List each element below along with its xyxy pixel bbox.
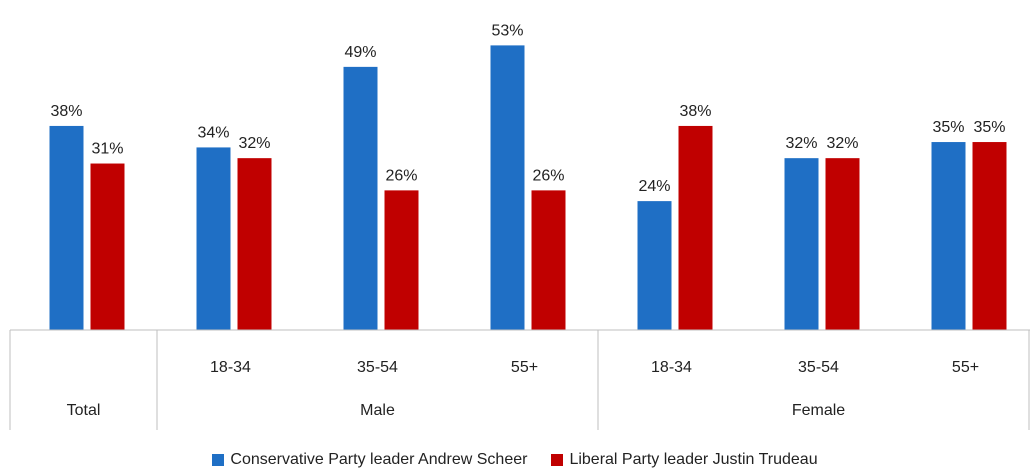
bar-liberal-7 xyxy=(972,142,1007,330)
bar-liberal-5 xyxy=(678,125,713,330)
bar-conservative-3 xyxy=(343,66,378,331)
bar-conservative-7 xyxy=(931,142,966,330)
bar-liberal-1 xyxy=(90,163,125,330)
value-label-conservative-1: 38% xyxy=(50,103,82,120)
group-label-male: Male xyxy=(360,402,395,419)
value-label-conservative-6: 32% xyxy=(785,135,817,152)
bars-layer xyxy=(49,45,1007,331)
tick-label-2: 18-34 xyxy=(210,359,251,376)
bar-conservative-1 xyxy=(49,125,84,330)
value-label-conservative-3: 49% xyxy=(344,44,376,61)
legend: Conservative Party leader Andrew Scheer … xyxy=(0,447,1030,473)
legend-item-liberal: Liberal Party leader Justin Trudeau xyxy=(551,451,818,469)
legend-swatch-liberal xyxy=(551,454,564,466)
value-label-liberal-1: 31% xyxy=(91,141,123,158)
value-label-liberal-4: 26% xyxy=(532,167,564,184)
value-labels-layer: 38% 31% 34% 32% 49% 26% 53% 26% 24% 38% 32% 32% 35% 3… xyxy=(50,22,1005,195)
tick-label-6: 35-54 xyxy=(798,359,839,376)
value-label-liberal-5: 38% xyxy=(679,103,711,120)
value-label-liberal-3: 26% xyxy=(385,167,417,184)
legend-label-conservative: Conservative Party leader Andrew Scheer xyxy=(230,451,528,468)
group-label-female: Female xyxy=(792,402,845,419)
value-label-conservative-5: 24% xyxy=(638,178,670,195)
bar-liberal-4 xyxy=(531,190,566,330)
legend-swatch-conservative xyxy=(212,454,225,466)
bar-conservative-5 xyxy=(637,201,672,330)
value-label-conservative-4: 53% xyxy=(491,22,523,39)
bar-liberal-6 xyxy=(825,158,860,330)
bar-chart: 38% 31% 34% 32% 49% 26% 53% 26% 24% 38% 32% 32% 35% 3… xyxy=(9,22,1030,430)
bar-conservative-4 xyxy=(490,45,525,330)
value-label-liberal-2: 32% xyxy=(238,135,270,152)
bar-conservative-2 xyxy=(196,147,231,330)
bar-liberal-2 xyxy=(237,158,272,330)
legend-label-liberal: Liberal Party leader Justin Trudeau xyxy=(569,451,818,468)
value-label-conservative-2: 34% xyxy=(197,124,229,141)
legend-item-conservative: Conservative Party leader Andrew Scheer xyxy=(212,451,527,469)
bar-liberal-3 xyxy=(384,190,419,330)
tick-label-4: 55+ xyxy=(511,359,538,376)
value-label-liberal-7: 35% xyxy=(973,119,1005,136)
value-label-liberal-6: 32% xyxy=(826,135,858,152)
category-axis: 18-34 35-54 55+ 18-34 35-54 55+ Total Male Femal… xyxy=(9,329,1030,430)
tick-label-7: 55+ xyxy=(952,359,979,376)
value-label-conservative-7: 35% xyxy=(932,119,964,136)
bar-conservative-6 xyxy=(784,158,819,330)
group-label-total: Total xyxy=(67,402,101,419)
tick-label-3: 35-54 xyxy=(357,359,398,376)
tick-label-5: 18-34 xyxy=(651,359,692,376)
